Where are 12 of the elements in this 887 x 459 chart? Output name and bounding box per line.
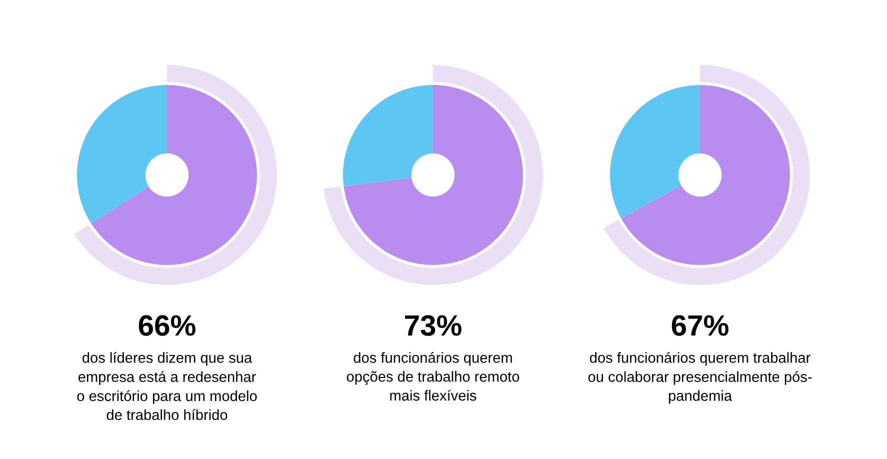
donut-slice (621, 85, 790, 265)
text: 66% (138, 315, 196, 336)
donut-slice (91, 85, 257, 265)
donut-slice (344, 85, 523, 265)
text: 73% (405, 315, 462, 336)
text: dos funcionários querem trabalhar ou colaborar presencialmente pós- pandemia (588, 352, 812, 404)
donut-slice (343, 85, 433, 186)
text: 67% (672, 315, 728, 336)
donut-slice (77, 85, 167, 224)
text: dos líderes dizem que sua empresa está a redesenhar o escritório para um modelo de trabalho híbrido (77, 352, 257, 420)
text: dos funcionários querem opções de trabalho remoto mais flexíveis (346, 352, 520, 401)
donut-slice (610, 85, 700, 218)
